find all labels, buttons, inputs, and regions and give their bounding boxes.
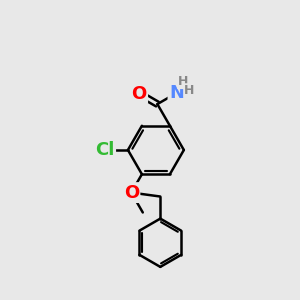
Text: H: H [184,84,195,97]
Text: N: N [169,84,184,102]
Text: Cl: Cl [95,141,115,159]
Text: H: H [178,75,188,88]
Text: O: O [131,85,147,103]
Text: O: O [124,184,139,202]
